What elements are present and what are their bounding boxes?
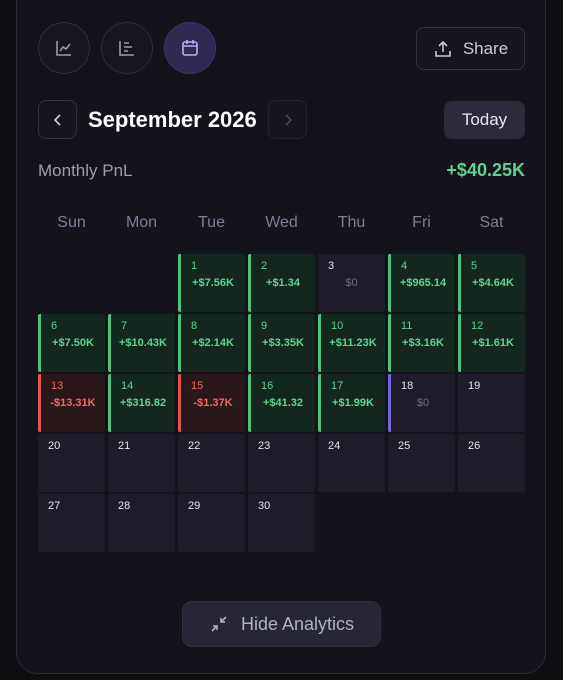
day-number: 24 [328,440,341,452]
day-pnl: $0 [345,277,358,289]
day-number: 10 [331,320,344,332]
weekday-header: Tue [198,214,225,231]
day-cell[interactable]: 6 +$7.50K [38,314,105,372]
calendar-tab[interactable] [164,22,216,74]
next-month[interactable] [268,100,307,139]
day-cell[interactable]: 9 +$3.35K [248,314,315,372]
day-number: 17 [331,380,344,392]
share-button[interactable]: Share [416,27,525,70]
day-pnl: +$7.56K [192,277,234,289]
day-number: 22 [188,440,201,452]
day-pnl: +$3.35K [262,337,304,349]
day-cell[interactable]: 4 +$965.14 [388,254,455,312]
weekday-header: Mon [125,214,158,231]
hide-analytics-label: Hide Analytics [240,613,355,634]
day-cell[interactable]: 19 [458,374,525,432]
day-number: 27 [48,500,61,512]
day-pnl: +$1.61K [472,337,514,349]
day-pnl: +$316.82 [119,397,167,409]
day-cell[interactable]: 26 [458,434,525,492]
day-number: 28 [118,500,131,512]
day-cell[interactable]: 18 $0 [388,374,455,432]
day-number: 25 [398,440,411,452]
day-pnl: +$41.32 [262,397,304,409]
day-cell[interactable]: 17 +$1.99K [318,374,385,432]
day-number: 5 [471,260,478,272]
weekday-header: Fri [412,214,431,231]
weekday-header: Sat [479,214,504,231]
day-number: 30 [258,500,271,512]
day-pnl: +$3.16K [402,337,444,349]
prev-month[interactable] [38,100,77,139]
day-pnl: +$1.34 [266,277,300,289]
day-cell[interactable]: 10 +$11.23K [318,314,385,372]
day-pnl: -$1.37K [193,397,233,409]
day-pnl: +$10.43K [118,337,167,349]
day-number: 16 [261,380,274,392]
bar-chart-tab[interactable] [101,22,153,74]
weekday-header: Thu [337,214,366,231]
day-number: 7 [121,320,128,332]
day-pnl: +$4.64K [472,277,514,289]
day-cell[interactable]: 3 $0 [318,254,385,312]
day-cell[interactable]: 13 -$13.31K [38,374,105,432]
day-number: 2 [261,260,268,272]
day-pnl: +$1.99K [332,397,374,409]
day-cell[interactable]: 23 [248,434,315,492]
day-cell[interactable]: 11 +$3.16K [388,314,455,372]
day-cell[interactable]: 8 +$2.14K [178,314,245,372]
summary-label: Monthly PnL [38,161,133,180]
day-cell[interactable]: 1 +$7.56K [178,254,245,312]
day-cell[interactable]: 5 +$4.64K [458,254,525,312]
day-cell[interactable]: 14 +$316.82 [108,374,175,432]
day-number: 20 [48,440,61,452]
day-number: 11 [401,320,413,332]
day-number: 6 [51,320,58,332]
day-cell[interactable]: 20 [38,434,105,492]
weekday-header: Sun [57,214,86,231]
day-cell[interactable]: 30 [248,494,315,552]
day-number: 19 [468,380,481,392]
day-cell[interactable]: 25 [388,434,455,492]
day-cell[interactable]: 28 [108,494,175,552]
day-cell[interactable]: 16 +$41.32 [248,374,315,432]
share-label: Share [462,38,509,58]
day-number: 4 [401,260,408,272]
day-cell[interactable]: 24 [318,434,385,492]
day-number: 23 [258,440,271,452]
day-number: 29 [188,500,201,512]
day-pnl: +$11.23K [329,337,377,349]
day-number: 8 [191,320,198,332]
day-pnl: +$965.14 [399,277,447,289]
day-cell[interactable]: 7 +$10.43K [108,314,175,372]
weekday-header: Wed [265,214,298,231]
line-chart-tab[interactable] [38,22,90,74]
day-number: 26 [468,440,481,452]
day-cell[interactable]: 29 [178,494,245,552]
day-cell[interactable]: 21 [108,434,175,492]
day-cell[interactable]: 27 [38,494,105,552]
day-pnl: $0 [416,397,430,409]
day-cell[interactable]: 15 -$1.37K [178,374,245,432]
today-button[interactable]: Today [444,101,525,139]
day-number: 14 [121,380,134,392]
day-cell[interactable]: 12 +$1.61K [458,314,525,372]
day-pnl: +$2.14K [192,337,234,349]
day-cell[interactable]: 2 +$1.34 [248,254,315,312]
day-number: 18 [401,380,414,392]
day-number: 15 [191,380,204,392]
day-number: 12 [471,320,484,332]
day-pnl: -$13.31K [50,397,96,409]
day-number: 13 [51,380,64,392]
hide-analytics-button[interactable]: Hide Analytics [182,601,381,647]
day-number: 9 [261,320,268,332]
summary-value: +$40.25K [446,160,525,180]
month-title: September 2026 [88,107,257,132]
day-number: 21 [118,440,131,452]
day-pnl: +$7.50K [52,337,94,349]
day-number: 1 [191,260,198,272]
day-number: 3 [328,260,335,272]
day-cell[interactable]: 22 [178,434,245,492]
